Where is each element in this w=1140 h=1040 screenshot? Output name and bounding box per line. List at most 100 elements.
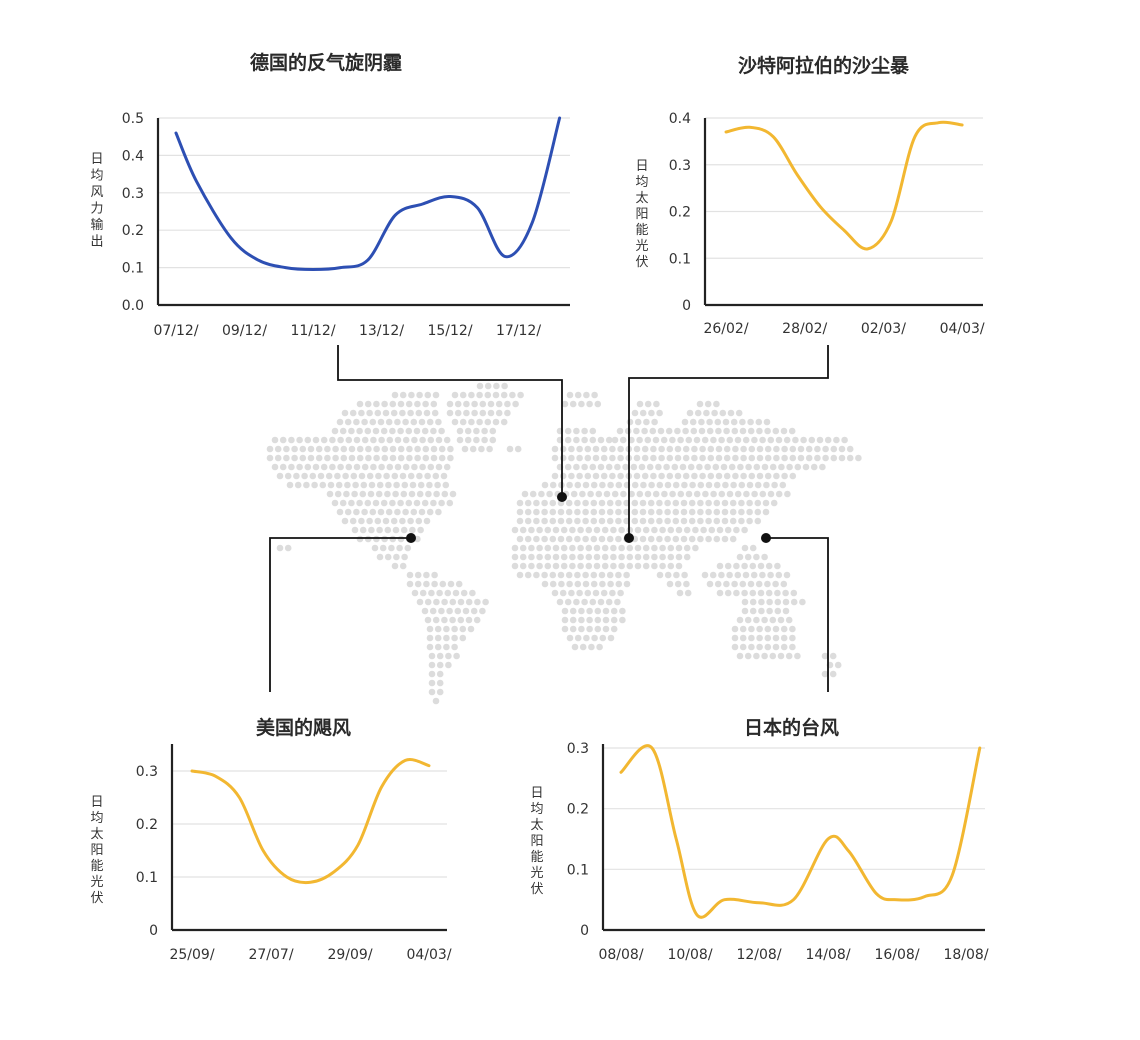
map-dot [473, 616, 481, 624]
map-dot [372, 499, 380, 507]
map-dot [607, 580, 614, 588]
map-dot [414, 445, 421, 453]
map-dot [722, 418, 730, 426]
location-marker-saudi-arabia [624, 533, 634, 543]
map-dot [430, 499, 437, 507]
map-dot [460, 589, 468, 597]
map-dot [329, 463, 336, 471]
map-dot [441, 598, 448, 606]
map-dot [603, 490, 611, 498]
map-dot [427, 463, 435, 471]
map-dot [516, 517, 524, 525]
map-dot [589, 598, 597, 606]
map-dot [788, 427, 796, 435]
map-dot [592, 472, 600, 480]
map-dot [579, 643, 587, 651]
map-dot [655, 463, 662, 471]
map-dot [739, 418, 746, 426]
map-dot [739, 643, 747, 651]
map-dot [591, 634, 598, 642]
map-dot [689, 418, 697, 426]
map-dot [372, 427, 380, 435]
map-dot [304, 436, 312, 444]
map-dot [568, 445, 575, 453]
map-dot [681, 418, 689, 426]
map-dot [650, 472, 657, 480]
map-dot [761, 652, 768, 660]
map-dot [516, 571, 524, 579]
map-dot [524, 499, 532, 507]
map-dot [775, 571, 783, 579]
map-dot [557, 571, 565, 579]
y-tick-label: 0.5 [122, 111, 144, 127]
map-dot [669, 436, 676, 444]
map-dot [755, 580, 763, 588]
map-dot [324, 445, 331, 453]
map-dot [339, 427, 347, 435]
map-dot [574, 391, 582, 399]
map-dot [436, 670, 444, 678]
map-dot [789, 472, 797, 480]
map-dot [834, 661, 842, 669]
map-dot [495, 409, 503, 417]
map-dot [474, 598, 481, 606]
map-dot [479, 400, 487, 408]
map-dot [754, 499, 762, 507]
map-dot [528, 526, 535, 534]
map-dot [656, 571, 664, 579]
map-dot [707, 445, 715, 453]
map-dot [658, 445, 665, 453]
map-dot [569, 562, 576, 570]
map-dot [574, 481, 582, 489]
map-dot [663, 463, 670, 471]
map-dot [639, 499, 647, 507]
y-axis-label-char: 能 [530, 850, 543, 865]
map-dot [324, 454, 331, 462]
x-tick-label: 10/08/ [667, 947, 712, 963]
map-dot [617, 454, 624, 462]
map-dot [716, 589, 724, 597]
map-dot [656, 535, 663, 543]
map-dot [740, 454, 747, 462]
map-dot [736, 616, 744, 624]
map-dot [644, 490, 652, 498]
map-dot [576, 589, 583, 597]
map-dot [741, 526, 748, 534]
map-dot [429, 607, 437, 615]
map-dot [722, 481, 729, 489]
map-dot [389, 499, 396, 507]
map-dot [560, 562, 568, 570]
map-dot [552, 553, 560, 561]
map-dot [434, 634, 442, 642]
map-dot [703, 409, 710, 417]
map-dot [449, 598, 457, 606]
map-dot [319, 481, 327, 489]
map-dot [406, 445, 413, 453]
map-dot [682, 445, 690, 453]
y-axis-label-char: 太 [530, 818, 543, 833]
map-dot [524, 571, 532, 579]
map-dot [585, 526, 593, 534]
map-dot [340, 454, 348, 462]
map-dot [426, 418, 434, 426]
map-dot [425, 490, 432, 498]
map-dot [299, 445, 307, 453]
map-dot [780, 580, 788, 588]
map-dot [399, 562, 407, 570]
map-dot [586, 625, 593, 633]
map-connectors [269, 345, 829, 692]
map-dot [566, 481, 573, 489]
map-dot [569, 625, 577, 633]
map-dot [401, 481, 409, 489]
map-dot [541, 481, 549, 489]
map-dot [366, 472, 374, 480]
map-dot [564, 598, 572, 606]
map-dot [761, 463, 769, 471]
map-dot [408, 391, 415, 399]
map-dot [438, 445, 446, 453]
map-dot [378, 463, 385, 471]
map-dot [428, 589, 435, 597]
map-dot [783, 436, 791, 444]
map-dot [684, 589, 692, 597]
map-dot [741, 589, 748, 597]
